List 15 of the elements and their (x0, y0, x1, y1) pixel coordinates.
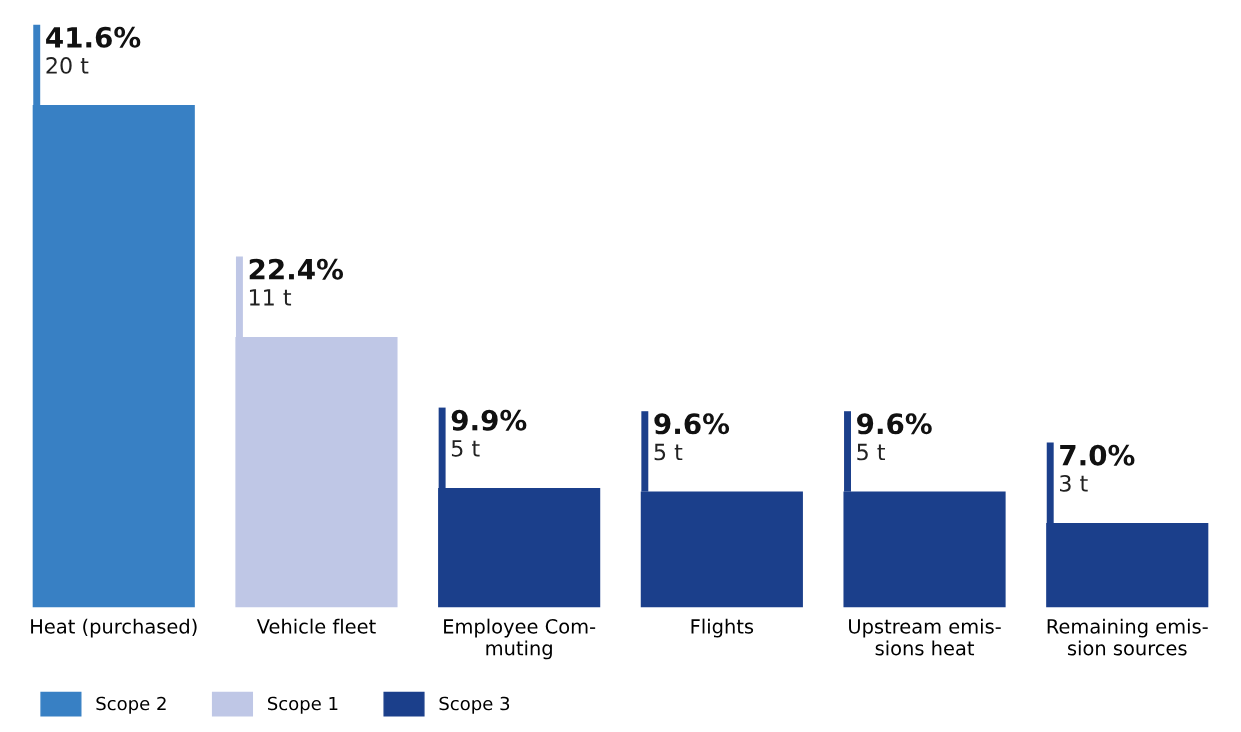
data-label: 22.4% 11 t (249, 258, 344, 306)
data-label: 9.6% 5 t (857, 413, 932, 461)
data-label: 7.0% 3 t (1060, 444, 1135, 492)
x-tick-label: Upstream emis- sions heat (849, 618, 1001, 656)
x-tick-label: Vehicle fleet (256, 618, 376, 634)
x-tick-label: Employee Com- muting (444, 618, 596, 660)
legend-label: Scope 3 (439, 696, 510, 714)
data-label: 9.6% 5 t (654, 413, 730, 461)
data-label: 9.9% 5 t (451, 409, 527, 457)
x-tick-label: Remaining emis- sion sources (1047, 618, 1208, 656)
data-label: 41.6% 20 t (46, 26, 141, 74)
legend-label: Scope 2 (96, 696, 166, 714)
legend-label: Scope 1 (267, 696, 338, 714)
x-tick-label: Flights (691, 618, 754, 638)
x-tick-label: Heat (purchased) (31, 618, 197, 638)
